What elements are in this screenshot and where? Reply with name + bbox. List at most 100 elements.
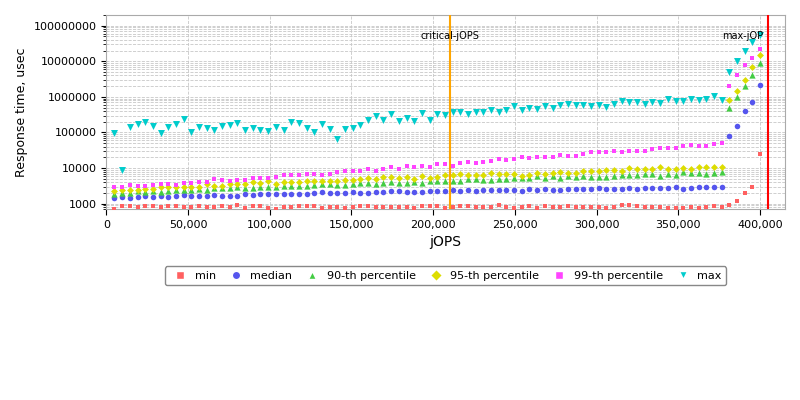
Point	[170, 202, 182, 209]
Point	[562, 186, 574, 193]
Point	[193, 184, 206, 190]
Point	[300, 182, 313, 189]
Point	[377, 166, 390, 172]
Point	[570, 169, 582, 176]
Point	[754, 52, 766, 58]
Point	[592, 102, 605, 108]
Point	[438, 112, 451, 118]
Point	[685, 170, 698, 176]
Point	[615, 172, 628, 178]
Point	[431, 173, 444, 180]
Point	[393, 118, 406, 124]
Point	[315, 189, 328, 195]
Point	[385, 111, 398, 118]
Point	[315, 204, 328, 211]
Point	[446, 109, 459, 116]
Point	[377, 117, 390, 124]
Point	[246, 184, 259, 191]
Point	[370, 168, 382, 174]
Point	[685, 166, 698, 172]
Point	[662, 96, 674, 103]
Point	[231, 202, 244, 208]
Point	[692, 142, 705, 149]
Point	[185, 128, 198, 135]
Text: critical-jOPS: critical-jOPS	[420, 31, 479, 41]
Point	[131, 194, 144, 200]
Point	[608, 173, 621, 179]
Point	[638, 171, 651, 178]
Point	[138, 203, 151, 209]
Point	[231, 192, 244, 199]
Point	[638, 148, 651, 154]
Point	[707, 141, 720, 147]
Point	[592, 174, 605, 180]
Point	[415, 203, 428, 209]
Point	[362, 116, 374, 123]
Point	[116, 202, 129, 209]
Point	[700, 96, 713, 102]
Point	[646, 146, 659, 152]
Point	[400, 180, 413, 186]
Point	[400, 188, 413, 195]
Point	[178, 192, 190, 199]
Point	[723, 104, 736, 111]
Point	[354, 122, 367, 128]
Point	[323, 171, 336, 177]
Point	[393, 180, 406, 186]
Point	[654, 145, 666, 152]
Point	[538, 175, 551, 181]
Point	[546, 154, 559, 160]
Point	[162, 181, 174, 187]
Point	[546, 204, 559, 210]
Point	[615, 149, 628, 155]
Point	[254, 126, 267, 133]
Point	[646, 204, 659, 210]
Point	[570, 186, 582, 192]
Point	[562, 203, 574, 209]
Point	[338, 126, 351, 132]
Point	[193, 203, 206, 210]
Point	[630, 166, 643, 172]
Point	[408, 164, 421, 170]
Point	[123, 203, 136, 210]
Point	[346, 124, 359, 131]
Point	[562, 169, 574, 176]
Point	[570, 102, 582, 108]
Point	[700, 170, 713, 177]
Point	[546, 104, 559, 111]
Point	[123, 182, 136, 188]
Point	[523, 105, 536, 111]
Point	[577, 173, 590, 179]
Point	[116, 166, 129, 173]
Point	[592, 204, 605, 210]
Point	[331, 204, 344, 210]
Point	[592, 185, 605, 192]
Point	[715, 140, 728, 146]
Point	[293, 182, 306, 189]
Point	[515, 175, 528, 181]
Point	[446, 203, 459, 210]
Point	[692, 97, 705, 103]
Point	[669, 166, 682, 172]
Point	[515, 204, 528, 210]
Point	[492, 187, 505, 194]
Point	[669, 205, 682, 211]
Point	[377, 189, 390, 195]
Point	[600, 174, 613, 180]
Point	[646, 166, 659, 172]
Point	[331, 189, 344, 196]
Point	[754, 151, 766, 157]
Point	[538, 202, 551, 209]
Point	[346, 180, 359, 187]
Point	[530, 173, 543, 180]
Y-axis label: Response time, usec: Response time, usec	[15, 47, 28, 177]
Point	[223, 193, 236, 199]
Point	[277, 172, 290, 178]
Point	[116, 184, 129, 190]
Point	[654, 172, 666, 179]
Point	[293, 120, 306, 126]
Point	[470, 172, 482, 178]
Point	[592, 149, 605, 155]
Point	[277, 204, 290, 210]
Point	[185, 184, 198, 190]
